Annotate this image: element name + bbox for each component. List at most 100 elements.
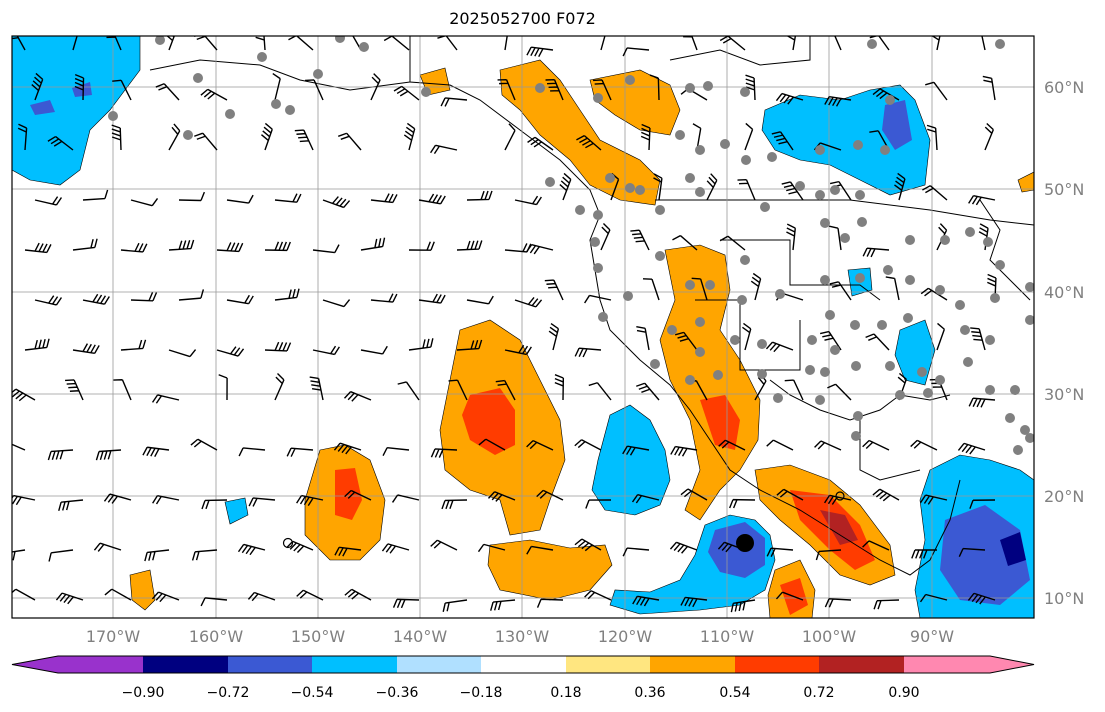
station-marker [1025,433,1034,443]
wind-barb [786,223,796,251]
station-markers [108,36,1034,455]
wind-barb [255,36,266,51]
wind-barb [495,379,516,401]
station-marker [757,339,767,349]
wind-barb [872,488,900,502]
wind-barb [885,276,900,301]
station-marker [815,190,825,200]
colorbar-extend-min [12,656,58,673]
wind-barb [545,78,564,101]
wind-barb [925,81,948,101]
station-marker [807,335,817,345]
station-marker [421,87,431,97]
wind-barb [430,144,458,155]
wind-barb [403,122,416,151]
wind-barb [827,383,852,401]
station-marker [795,181,805,191]
wind-barb [649,74,660,101]
station-marker [885,361,895,371]
wind-barb [466,190,493,201]
wind-barb [585,499,612,509]
wind-barb [478,438,506,451]
station-marker [271,99,281,109]
station-marker [335,36,345,43]
wind-barb [911,549,938,559]
wind-barb [72,343,100,354]
wind-barb [588,382,612,401]
wind-barb [264,341,292,352]
colorbar-bin [819,656,904,673]
wind-barb [12,549,26,561]
station-marker [675,130,685,140]
wind-barb [554,374,565,401]
station-marker [883,265,893,275]
wind-barb [765,341,794,353]
colorbar-bin [312,656,397,673]
station-marker [740,255,750,265]
station-marker [995,39,1005,49]
wind-barb [238,447,266,457]
wind-barb [717,541,746,553]
station-marker [855,273,865,283]
station-marker [625,183,635,193]
wind-barb [742,322,752,351]
wind-barb [333,442,362,455]
station-marker [705,280,715,290]
wind-barb [640,123,651,151]
colorbar-bin [228,656,312,673]
colorbar-tick-label: −0.72 [207,685,250,701]
wind-barb [216,242,244,253]
wind-barb [103,493,132,504]
station-marker [965,227,975,237]
colorbar-bin [904,656,990,673]
wind-barb [706,173,718,201]
wind-barb [718,439,746,451]
wind-barb [969,499,996,509]
wind-barb [31,72,44,101]
wind-barb [776,488,804,501]
wind-barb [632,595,660,607]
station-marker [760,202,770,212]
wind-barb [957,442,986,455]
station-marker [695,347,705,357]
station-marker [313,69,323,79]
wind-barb [865,333,890,351]
station-marker [877,320,887,330]
wind-barb [600,223,611,251]
station-marker [667,325,677,335]
station-marker [820,367,830,377]
lat-label: 10°N [1044,589,1084,608]
station-marker [1010,385,1020,395]
station-marker [905,275,915,285]
colorbar-tick-label: 0.72 [803,685,834,701]
wind-barb [418,193,446,205]
colorbar-bin [735,656,819,673]
wind-barb [653,173,663,201]
colorbar-bin [650,656,735,673]
station-marker [757,369,767,379]
wind-barb [370,293,398,303]
colorbar-extend-max [990,656,1034,673]
station-marker [1025,282,1034,292]
wind-barb [201,499,228,510]
station-marker [685,375,695,385]
coastlines [149,36,1034,576]
wind-barb [982,75,996,101]
wind-barb [525,243,554,255]
wind-barb [719,36,746,51]
wind-barb [829,281,852,301]
wind-barb [408,241,435,251]
colorbar-tick-label: −0.90 [122,685,165,701]
wind-barb [630,229,650,251]
colorbar-tick-label: 0.54 [719,685,750,701]
wind-barb [218,374,228,401]
wind-barb [296,494,324,506]
wind-barb [456,240,483,251]
lon-label: 150°W [291,627,346,646]
station-marker [685,173,695,183]
wind-barb [574,347,602,358]
station-marker [598,312,608,322]
wind-barb [391,494,420,503]
station-marker [917,367,927,377]
